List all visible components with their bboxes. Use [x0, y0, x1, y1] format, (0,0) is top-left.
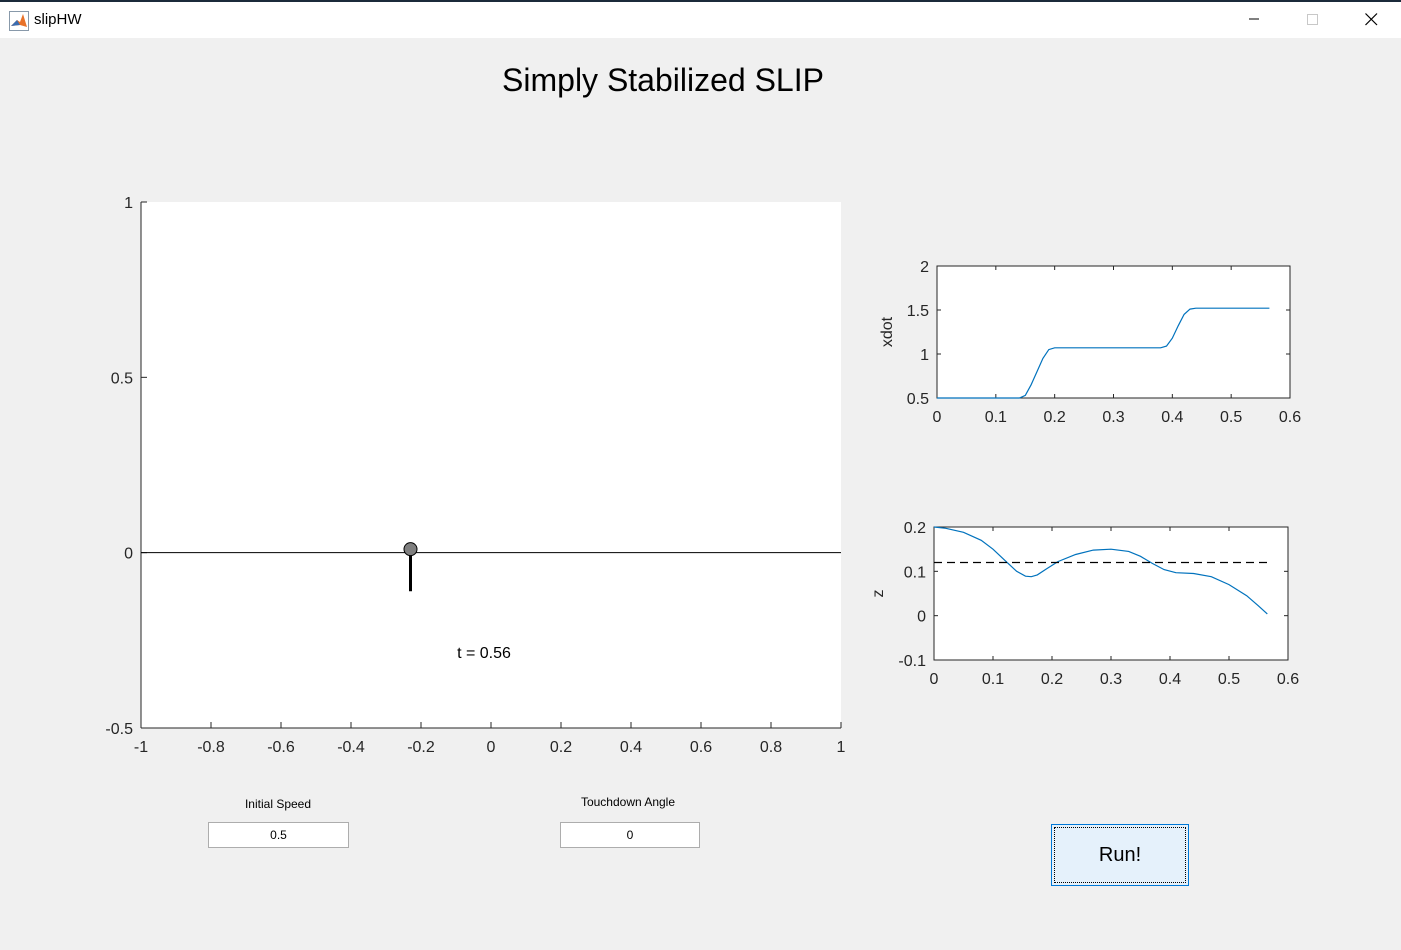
x-tick-label: 1	[837, 739, 846, 756]
window-top-edge	[0, 0, 1401, 2]
x-tick-label: 0	[933, 409, 942, 426]
y-tick-label: 0	[917, 609, 926, 626]
y-tick-label: 0.5	[907, 391, 929, 408]
x-tick-label: -1	[134, 739, 148, 756]
matlab-icon	[9, 11, 29, 31]
y-tick-label: -0.1	[898, 653, 926, 670]
y-tick-label: 0.1	[904, 564, 926, 581]
axes-1: -1 -0.8 -0.6 -0.4 -0.2 0 0.2 0.4 0.6 0.8 1 -0.5 0 0.5…	[105, 195, 845, 756]
y-tick-label: 1	[920, 347, 929, 364]
x-tick-label: 0.4	[620, 739, 642, 756]
x-tick-label: 0.1	[982, 671, 1004, 688]
y-axis-label: xdot	[879, 316, 896, 347]
x-tick-label: -0.2	[407, 739, 435, 756]
title-bar[interactable]: slipHW	[0, 2, 1401, 38]
x-tick-label: 0.5	[1218, 671, 1240, 688]
x-tick-label: 0.1	[985, 409, 1007, 426]
plot-area	[934, 527, 1288, 660]
x-tick-label: -0.6	[267, 739, 295, 756]
plot-area	[141, 202, 841, 728]
x-tick-label: -0.8	[197, 739, 225, 756]
slip-mass	[403, 542, 418, 557]
plot-area	[937, 266, 1290, 398]
series-line	[937, 307, 1270, 399]
maximize-button[interactable]	[1284, 2, 1342, 38]
minimize-icon	[1249, 18, 1259, 20]
touchdown-angle-input[interactable]	[560, 822, 700, 848]
maximize-icon	[1307, 14, 1318, 25]
x-tick-label: 0.3	[1102, 409, 1124, 426]
x-tick-label: 0.6	[1277, 671, 1299, 688]
x-tick-label: 0.4	[1161, 409, 1183, 426]
y-axis-label: z	[870, 590, 887, 598]
x-tick-label: 0.2	[1041, 671, 1063, 688]
window-title: slipHW	[34, 11, 82, 28]
run-button[interactable]: Run!	[1051, 824, 1189, 886]
x-tick-label: 0.8	[760, 739, 782, 756]
series-line	[933, 526, 1268, 615]
initial-speed-input[interactable]	[208, 822, 349, 848]
x-tick-label: 0.2	[1044, 409, 1066, 426]
x-tick-label: 0	[487, 739, 496, 756]
minimize-button[interactable]	[1226, 2, 1284, 38]
close-button[interactable]	[1343, 2, 1401, 38]
y-tick-label: 0.2	[904, 520, 926, 537]
y-tick-label: -0.5	[105, 721, 133, 738]
initial-speed-label: Initial Speed	[244, 797, 312, 811]
x-tick-label: 0.5	[1220, 409, 1242, 426]
figure-title: Simply Stabilized SLIP	[502, 62, 824, 98]
y-tick-label: 2	[920, 259, 929, 276]
close-icon	[1365, 13, 1378, 26]
time-annotation: t = 0.56	[457, 645, 511, 662]
y-tick-label: 1	[124, 195, 133, 212]
touchdown-angle-label: Touchdown Angle	[580, 795, 676, 809]
x-tick-label: 0.6	[690, 739, 712, 756]
axes-3: 0 0.1 0.2 0.3 0.4 0.5 0.6-0.100.10.2z	[870, 520, 1299, 688]
x-tick-label: 0.3	[1100, 671, 1122, 688]
axes-2: 0 0.1 0.2 0.3 0.4 0.5 0.6 0.5 1 1.5 2 xdot	[879, 259, 1301, 426]
x-tick-label: -0.4	[337, 739, 365, 756]
y-tick-label: 0.5	[111, 370, 133, 387]
x-tick-label: 0.6	[1279, 409, 1301, 426]
y-tick-label: 0	[124, 546, 133, 563]
x-tick-label: 0.4	[1159, 671, 1181, 688]
x-tick-label: 0	[930, 671, 939, 688]
y-tick-label: 1.5	[907, 303, 929, 320]
x-tick-label: 0.2	[550, 739, 572, 756]
